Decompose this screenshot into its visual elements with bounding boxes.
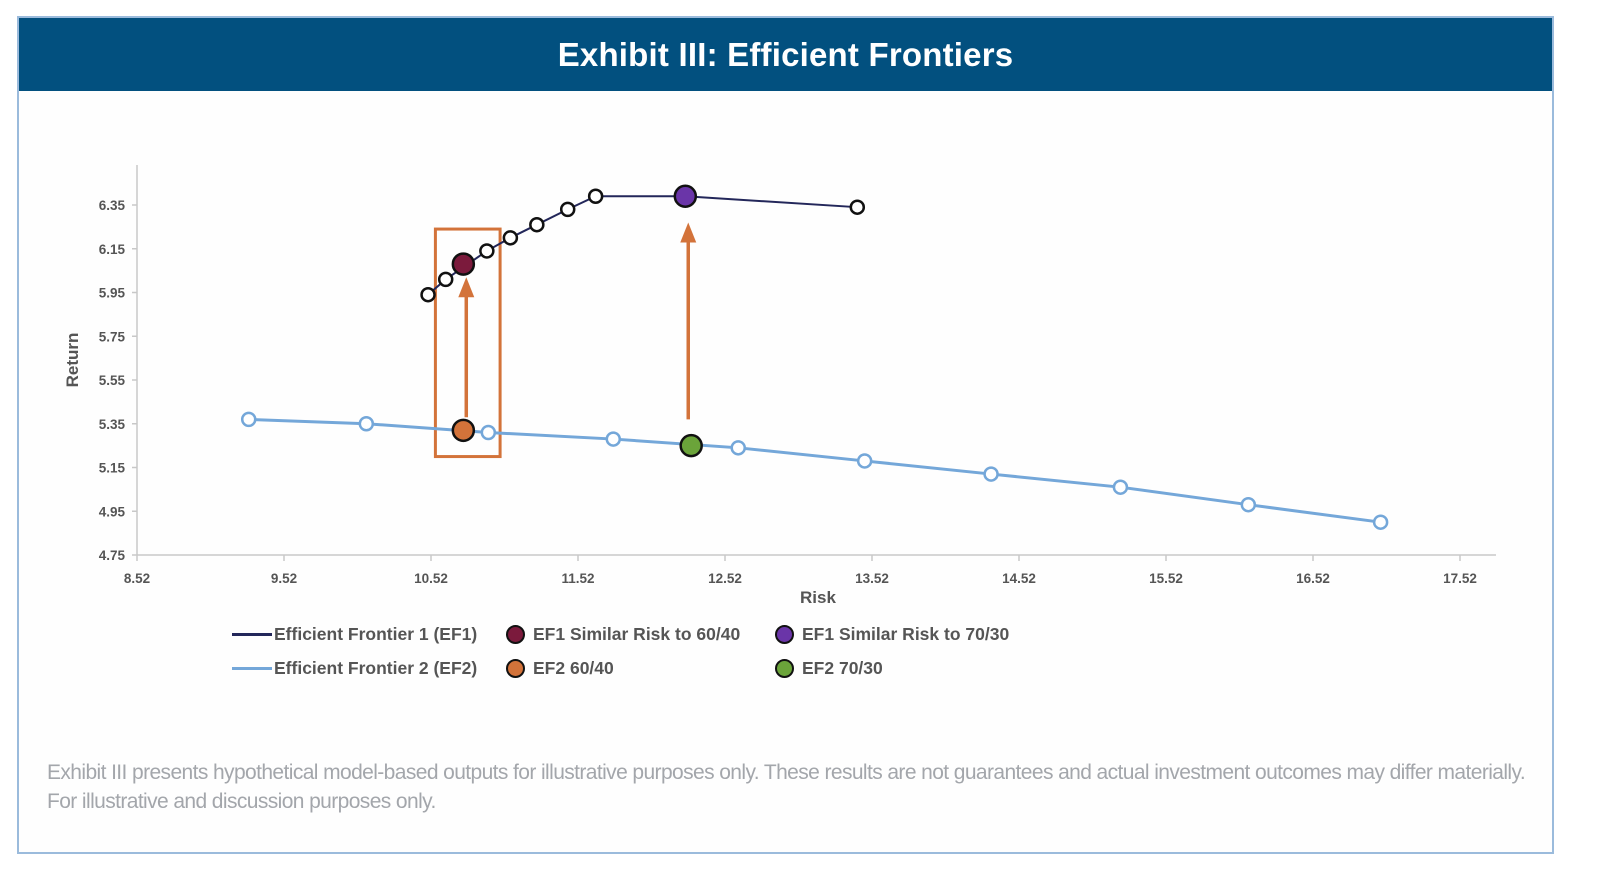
page-title: Exhibit III: Efficient Frontiers (557, 35, 1014, 73)
legend-label: Efficient Frontier 1 (EF1) (274, 624, 478, 644)
y-tick-label: 6.15 (99, 242, 126, 257)
x-tick-label: 11.52 (561, 571, 594, 586)
x-tick-label: 13.52 (855, 571, 889, 586)
data-point-ef1 (559, 201, 576, 218)
data-point-ef2 (730, 440, 746, 456)
y-tick-label: 6.35 (99, 198, 126, 213)
legend-item-ef2-70-30: EF2 70/30 (775, 658, 883, 679)
data-point-ef1 (420, 286, 436, 303)
annotation-arrow-head (680, 222, 697, 243)
legend-item-ef2: Efficient Frontier 2 (EF2) (232, 658, 477, 679)
legend-dot-green-icon (775, 659, 794, 678)
series-line-1 (427, 195, 858, 296)
data-point-ef1 (587, 188, 604, 204)
data-point-ef1 (437, 271, 454, 288)
legend-dot-maroon-icon (506, 625, 525, 644)
data-point-ef2 (1372, 514, 1389, 530)
legend-label: EF2 60/40 (533, 658, 614, 678)
series-line-2 (248, 417, 1381, 524)
legend-label: EF1 Similar Risk to 60/40 (533, 624, 741, 644)
x-tick-label: 17.52 (1443, 571, 1477, 586)
legend-item-ef1-60-40: EF1 Similar Risk to 60/40 (506, 624, 740, 645)
highlight-point-ef1-similar-risk-to-70-30 (673, 184, 698, 208)
x-tick-label: 8.52 (124, 571, 150, 586)
y-tick-label: 5.95 (99, 286, 126, 301)
data-point-ef2 (1112, 479, 1129, 495)
y-axis-title: Return (63, 333, 82, 388)
legend-item-ef1-70-30: EF1 Similar Risk to 70/30 (775, 624, 1009, 645)
data-point-ef2 (983, 466, 999, 482)
y-tick-label: 5.55 (99, 373, 126, 388)
x-tick-label: 16.52 (1296, 571, 1330, 586)
disclaimer-footnote: Exhibit III presents hypothetical model-… (47, 761, 1526, 813)
annotation-arrow-head (458, 277, 475, 298)
y-tick-label: 4.75 (99, 548, 126, 563)
data-point-ef1 (479, 243, 495, 259)
legend-label: EF2 70/30 (802, 658, 883, 678)
highlight-point-ef2-70-30 (679, 433, 703, 458)
chart-legend: Efficient Frontier 1 (EF1) EF1 Similar R… (232, 624, 1132, 694)
x-axis-title: Risk (800, 588, 836, 607)
data-point-ef2 (856, 453, 873, 469)
data-point-ef1 (849, 199, 866, 215)
y-tick-label: 5.75 (99, 329, 126, 344)
y-tick-label: 4.95 (99, 504, 126, 519)
highlight-box (433, 227, 502, 459)
data-point-ef1 (529, 216, 545, 233)
x-tick-label: 12.52 (708, 571, 742, 586)
legend-line-ef1-icon (232, 633, 272, 636)
data-point-ef2 (358, 416, 375, 432)
legend-item-ef1: Efficient Frontier 1 (EF1) (232, 624, 477, 645)
y-tick-label: 5.35 (99, 417, 126, 432)
x-tick-label: 15.52 (1149, 571, 1183, 586)
legend-line-ef2-icon (232, 667, 272, 670)
data-point-ef2 (1240, 496, 1257, 513)
x-tick-label: 14.52 (1002, 571, 1036, 586)
data-point-ef2 (240, 411, 257, 428)
exhibit-header: Exhibit III: Efficient Frontiers (19, 18, 1552, 91)
legend-dot-orange-icon (506, 659, 525, 678)
data-point-ef1 (502, 230, 519, 246)
legend-item-ef2-60-40: EF2 60/40 (506, 658, 614, 679)
data-point-ef2 (605, 431, 622, 447)
y-tick-label: 5.15 (99, 461, 126, 476)
legend-label: Efficient Frontier 2 (EF2) (274, 658, 478, 678)
legend-label: EF1 Similar Risk to 70/30 (802, 624, 1010, 644)
x-tick-label: 9.52 (271, 571, 297, 586)
data-point-ef2 (480, 424, 497, 441)
highlight-point-ef2-60-40 (451, 418, 476, 443)
x-tick-label: 10.52 (414, 571, 448, 586)
legend-dot-purple-icon (775, 625, 794, 644)
exhibit-frame: Exhibit III: Efficient Frontiers (17, 16, 1554, 854)
highlight-point-ef1-similar-risk-to-60-40 (451, 252, 476, 276)
